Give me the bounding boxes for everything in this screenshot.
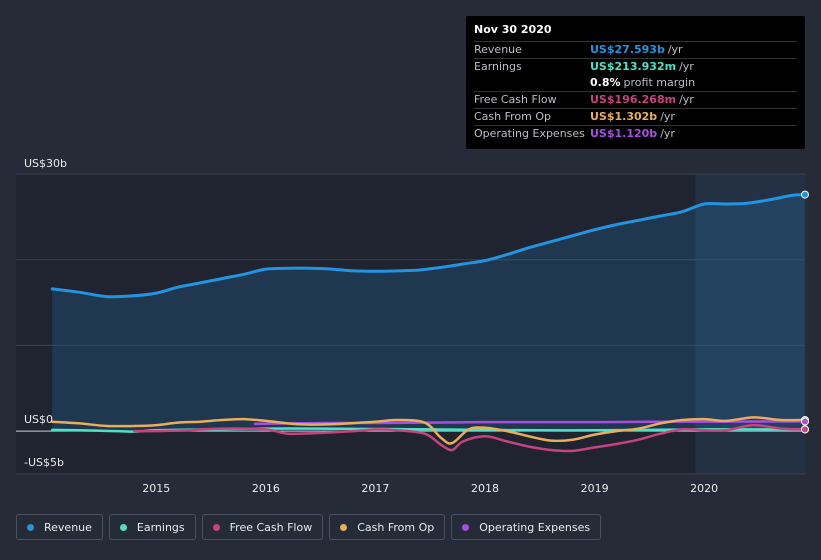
tooltip-row-value: 0.8% — [590, 76, 621, 89]
operating-expenses-line[interactable] — [253, 420, 807, 426]
tooltip-row-unit: profit margin — [623, 76, 696, 89]
tooltip-row: 0.8% profit margin — [474, 75, 797, 91]
legend-label: Free Cash Flow — [229, 520, 313, 534]
legend-dot-icon — [340, 523, 348, 531]
legend-dot-icon — [119, 523, 127, 531]
tooltip-row-unit: /yr — [667, 43, 683, 56]
legend-label: Cash From Op — [357, 520, 435, 534]
tooltip-row-value: US$27.593b — [590, 43, 665, 56]
revenue-area — [52, 194, 805, 432]
tooltip-row: Revenue US$27.593b/yr — [474, 41, 797, 58]
revenue-endpoint — [801, 190, 809, 199]
tooltip-row-label: Revenue — [474, 43, 522, 56]
legend-item-earnings[interactable]: Earnings — [108, 514, 196, 540]
tooltip: Nov 30 2020 Revenue US$27.593b/yr Earnings… — [466, 16, 805, 149]
legend-dot-icon — [27, 523, 34, 531]
highlight-region — [695, 174, 805, 474]
y-label-top: US$30b — [24, 157, 68, 170]
legend-item-operating-expenses[interactable]: Operating Expenses — [451, 514, 602, 540]
legend: Revenue Earnings Free Cash Flow Cash From O… — [16, 514, 602, 540]
x-tick-label: 2018 — [471, 482, 499, 495]
legend-dot-icon — [462, 523, 470, 531]
legend-label: Revenue — [44, 520, 92, 534]
tooltip-row-value: US$1.120b — [590, 127, 658, 140]
x-tick-label: 2019 — [581, 482, 609, 495]
legend-item-free-cash-flow[interactable]: Free Cash Flow — [201, 514, 324, 540]
legend-dot-icon — [212, 523, 220, 531]
free-cash-flow-line[interactable] — [133, 423, 807, 453]
x-tick-label: 2017 — [361, 482, 389, 495]
plot-area — [16, 174, 805, 474]
tooltip-row-unit: /yr — [679, 93, 694, 106]
legend-label: Earnings — [136, 520, 185, 534]
legend-label: Operating Expenses — [479, 520, 591, 534]
tooltip-row-value: US$213.932m — [590, 60, 677, 73]
tooltip-row-unit: /yr — [679, 60, 694, 73]
x-tick-label: 2015 — [142, 482, 170, 495]
tooltip-row: Earnings US$213.932m/yr — [474, 58, 797, 75]
x-tick-label: 2016 — [252, 482, 280, 495]
tooltip-row-label: Earnings — [474, 60, 522, 73]
tooltip-row-label: Free Cash Flow — [474, 93, 557, 106]
tooltip-row-value: US$196.268m — [590, 93, 677, 106]
tooltip-row: Cash From Op US$1.302b/yr — [474, 108, 797, 125]
cash-from-op-line[interactable] — [50, 416, 807, 445]
operating-expenses-endpoint — [801, 417, 809, 426]
tooltip-row-value: US$1.302b — [590, 110, 658, 123]
y-label-zero: US$0 — [24, 413, 54, 426]
tooltip-row: Operating Expenses US$1.120b/yr — [474, 125, 797, 142]
y-label-bottom: -US$5b — [24, 456, 64, 469]
x-tick-label: 2020 — [690, 482, 718, 495]
revenue-line[interactable] — [50, 193, 807, 299]
free-cash-flow-endpoint — [801, 425, 809, 434]
tooltip-row-label: Operating Expenses — [474, 127, 585, 140]
tooltip-row: Free Cash Flow US$196.268m/yr — [474, 91, 797, 108]
tooltip-row-unit: /yr — [660, 110, 675, 123]
legend-item-revenue[interactable]: Revenue — [16, 514, 103, 540]
tooltip-row-unit: /yr — [660, 127, 675, 140]
legend-item-cash-from-op[interactable]: Cash From Op — [329, 514, 446, 540]
tooltip-row-label — [474, 75, 590, 91]
tooltip-row-label: Cash From Op — [474, 110, 552, 123]
tooltip-date: Nov 30 2020 — [474, 23, 552, 36]
